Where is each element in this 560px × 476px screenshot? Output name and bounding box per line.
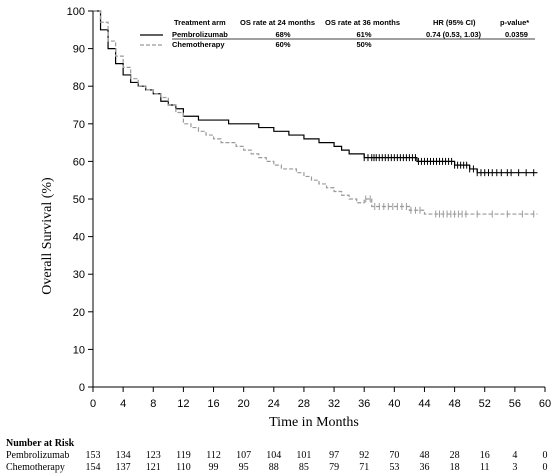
curve-chemotherapy xyxy=(93,10,538,215)
risk-value-pembrolizumab: 70 xyxy=(389,450,399,461)
legend: Treatment arm OS rate at 24 months OS ra… xyxy=(140,18,535,49)
risk-value-pembrolizumab: 107 xyxy=(236,450,251,461)
y-tick-label: 0 xyxy=(79,382,85,394)
x-tick-label: 20 xyxy=(238,398,250,410)
legend-header-hr: HR (95% CI) xyxy=(433,18,476,27)
x-tick-label: 52 xyxy=(479,398,491,410)
legend-os24-chemotherapy: 60% xyxy=(275,40,290,49)
risk-value-pembrolizumab: 4 xyxy=(512,450,517,461)
risk-value-chemotherapy: 95 xyxy=(239,462,249,473)
risk-value-pembrolizumab: 48 xyxy=(419,450,429,461)
number-at-risk-table: Number at Risk Pembrolizumab Chemotherap… xyxy=(6,438,548,473)
risk-value-pembrolizumab: 119 xyxy=(176,450,191,461)
legend-header-os24: OS rate at 24 months xyxy=(240,18,315,27)
risk-value-chemotherapy: 110 xyxy=(176,462,191,473)
x-tick-label: 44 xyxy=(418,398,430,410)
risk-value-pembrolizumab: 28 xyxy=(450,450,460,461)
legend-hr-pembrolizumab: 0.74 (0.53, 1.03) xyxy=(426,30,482,39)
risk-value-chemotherapy: 121 xyxy=(146,462,161,473)
risk-value-pembrolizumab: 153 xyxy=(86,450,101,461)
risk-value-pembrolizumab: 134 xyxy=(116,450,131,461)
risk-value-pembrolizumab: 16 xyxy=(480,450,490,461)
risk-value-pembrolizumab: 101 xyxy=(296,450,311,461)
y-tick-label: 30 xyxy=(73,269,85,281)
risk-value-pembrolizumab: 0 xyxy=(543,450,548,461)
y-tick-label: 10 xyxy=(73,344,85,356)
y-tick-label: 100 xyxy=(67,6,85,18)
legend-header-os36: OS rate at 36 months xyxy=(325,18,400,27)
risk-value-chemotherapy: 99 xyxy=(209,462,219,473)
y-tick-label: 70 xyxy=(73,119,85,131)
risk-value-chemotherapy: 88 xyxy=(269,462,279,473)
risk-value-pembrolizumab: 112 xyxy=(206,450,221,461)
risk-value-chemotherapy: 85 xyxy=(299,462,309,473)
legend-arm-pembrolizumab: Pembrolizumab xyxy=(172,30,228,39)
risk-value-chemotherapy: 36 xyxy=(419,462,429,473)
x-tick-label: 36 xyxy=(358,398,370,410)
risk-value-chemotherapy: 79 xyxy=(329,462,339,473)
risk-values: 153 134 123 119 112 107 104 101 97 92 70 48 28 16 4 0 15… xyxy=(86,450,548,473)
risk-value-pembrolizumab: 123 xyxy=(146,450,161,461)
y-tick-label: 90 xyxy=(73,44,85,56)
legend-os24-pembrolizumab: 68% xyxy=(275,30,290,39)
x-tick-label: 12 xyxy=(177,398,189,410)
risk-row-label-pembrolizumab: Pembrolizumab xyxy=(6,450,69,461)
y-tick-label: 40 xyxy=(73,232,85,244)
risk-value-chemotherapy: 3 xyxy=(512,462,517,473)
x-tick-label: 24 xyxy=(268,398,280,410)
y-tick-label: 20 xyxy=(73,307,85,319)
x-tick-label: 8 xyxy=(150,398,156,410)
legend-os36-chemotherapy: 50% xyxy=(356,40,371,49)
risk-value-chemotherapy: 11 xyxy=(480,462,490,473)
curve-pembrolizumab xyxy=(93,10,538,174)
risk-value-pembrolizumab: 97 xyxy=(329,450,339,461)
x-tick-label: 0 xyxy=(90,398,96,410)
y-tick-label: 80 xyxy=(73,81,85,93)
survival-curves xyxy=(93,10,538,218)
legend-arm-chemotherapy: Chemotherapy xyxy=(172,40,225,49)
x-tick-label: 60 xyxy=(539,398,551,410)
x-axis-ticks: 0 4 8 12 16 20 24 28 32 36 40 44 48 52 56 60 xyxy=(90,387,551,410)
risk-value-chemotherapy: 18 xyxy=(450,462,460,473)
y-tick-label: 50 xyxy=(73,194,85,206)
x-tick-label: 28 xyxy=(298,398,310,410)
x-axis-title: Time in Months xyxy=(269,415,359,430)
risk-value-chemotherapy: 53 xyxy=(389,462,399,473)
risk-value-chemotherapy: 154 xyxy=(86,462,101,473)
risk-value-chemotherapy: 71 xyxy=(359,462,369,473)
x-tick-label: 32 xyxy=(328,398,340,410)
risk-value-pembrolizumab: 92 xyxy=(359,450,369,461)
legend-header-arm: Treatment arm xyxy=(174,18,226,27)
x-tick-label: 4 xyxy=(120,398,126,410)
risk-value-chemotherapy: 137 xyxy=(116,462,131,473)
y-axis-ticks: 0 10 20 30 40 50 60 70 80 90 100 xyxy=(67,6,93,394)
legend-os36-pembrolizumab: 61% xyxy=(356,30,371,39)
risk-row-label-chemotherapy: Chemotherapy xyxy=(6,462,65,473)
risk-value-pembrolizumab: 104 xyxy=(266,450,281,461)
legend-header-pvalue: p-value* xyxy=(500,18,529,27)
risk-table-title: Number at Risk xyxy=(6,438,75,449)
y-axis-title: Overall Survival (%) xyxy=(40,177,55,295)
y-tick-label: 60 xyxy=(73,156,85,168)
x-tick-label: 56 xyxy=(509,398,521,410)
x-tick-label: 48 xyxy=(448,398,460,410)
x-tick-label: 16 xyxy=(207,398,219,410)
legend-pvalue-pembrolizumab: 0.0359 xyxy=(505,30,528,39)
x-tick-label: 40 xyxy=(388,398,400,410)
risk-value-chemotherapy: 0 xyxy=(543,462,548,473)
